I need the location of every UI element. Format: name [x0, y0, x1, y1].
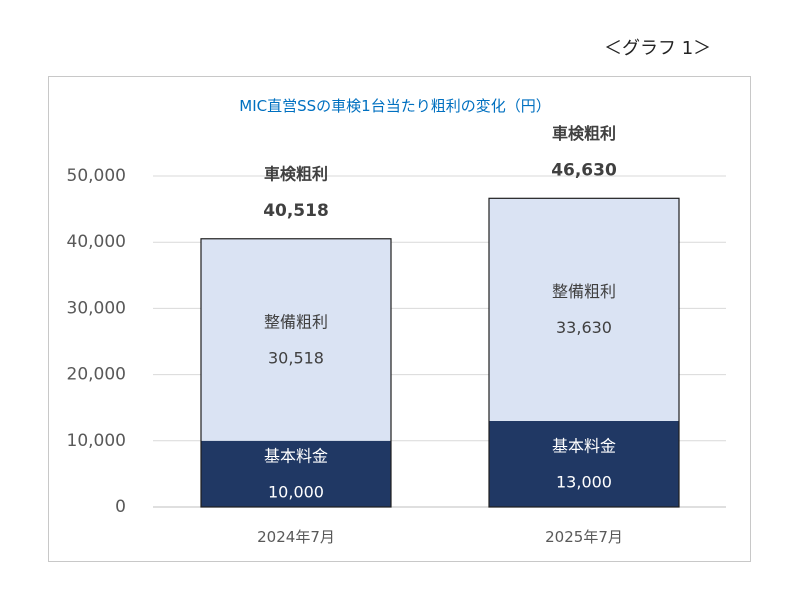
- y-tick-label: 50,000: [67, 166, 126, 186]
- x-category-label: 2025年7月: [545, 528, 623, 546]
- bar-segment-base-fee: [201, 440, 391, 507]
- total-name-label: 車検粗利: [264, 164, 328, 183]
- total-value-label: 46,630: [551, 160, 617, 180]
- maintenance-name-label: 整備粗利: [552, 282, 616, 301]
- base-fee-value-label: 13,000: [556, 472, 612, 491]
- x-category-label: 2024年7月: [257, 528, 335, 546]
- y-tick-label: 0: [115, 497, 126, 517]
- maintenance-name-label: 整備粗利: [264, 312, 328, 331]
- y-tick-label: 20,000: [67, 365, 126, 385]
- bar-segment-maintenance-profit: [489, 198, 679, 421]
- bar-segment-base-fee: [489, 420, 679, 507]
- chart-title: MIC直営SSの車検1台当たり粗利の変化（円）: [239, 97, 550, 115]
- base-fee-name-label: 基本料金: [552, 436, 616, 455]
- graph-label: ＜グラフ 1＞: [604, 38, 712, 59]
- y-tick-label: 30,000: [67, 298, 126, 318]
- base-fee-value-label: 10,000: [268, 482, 324, 501]
- bar-segment-maintenance-profit: [201, 238, 391, 441]
- y-tick-label: 40,000: [67, 232, 126, 252]
- chart-frame: [48, 76, 751, 562]
- maintenance-value-label: 30,518: [268, 348, 324, 367]
- y-tick-label: 10,000: [67, 431, 126, 451]
- bar-outline: [200, 238, 392, 508]
- bar-outline: [488, 197, 680, 508]
- maintenance-value-label: 33,630: [556, 318, 612, 337]
- total-value-label: 40,518: [263, 201, 329, 221]
- base-fee-name-label: 基本料金: [264, 446, 328, 465]
- total-name-label: 車検粗利: [552, 124, 616, 143]
